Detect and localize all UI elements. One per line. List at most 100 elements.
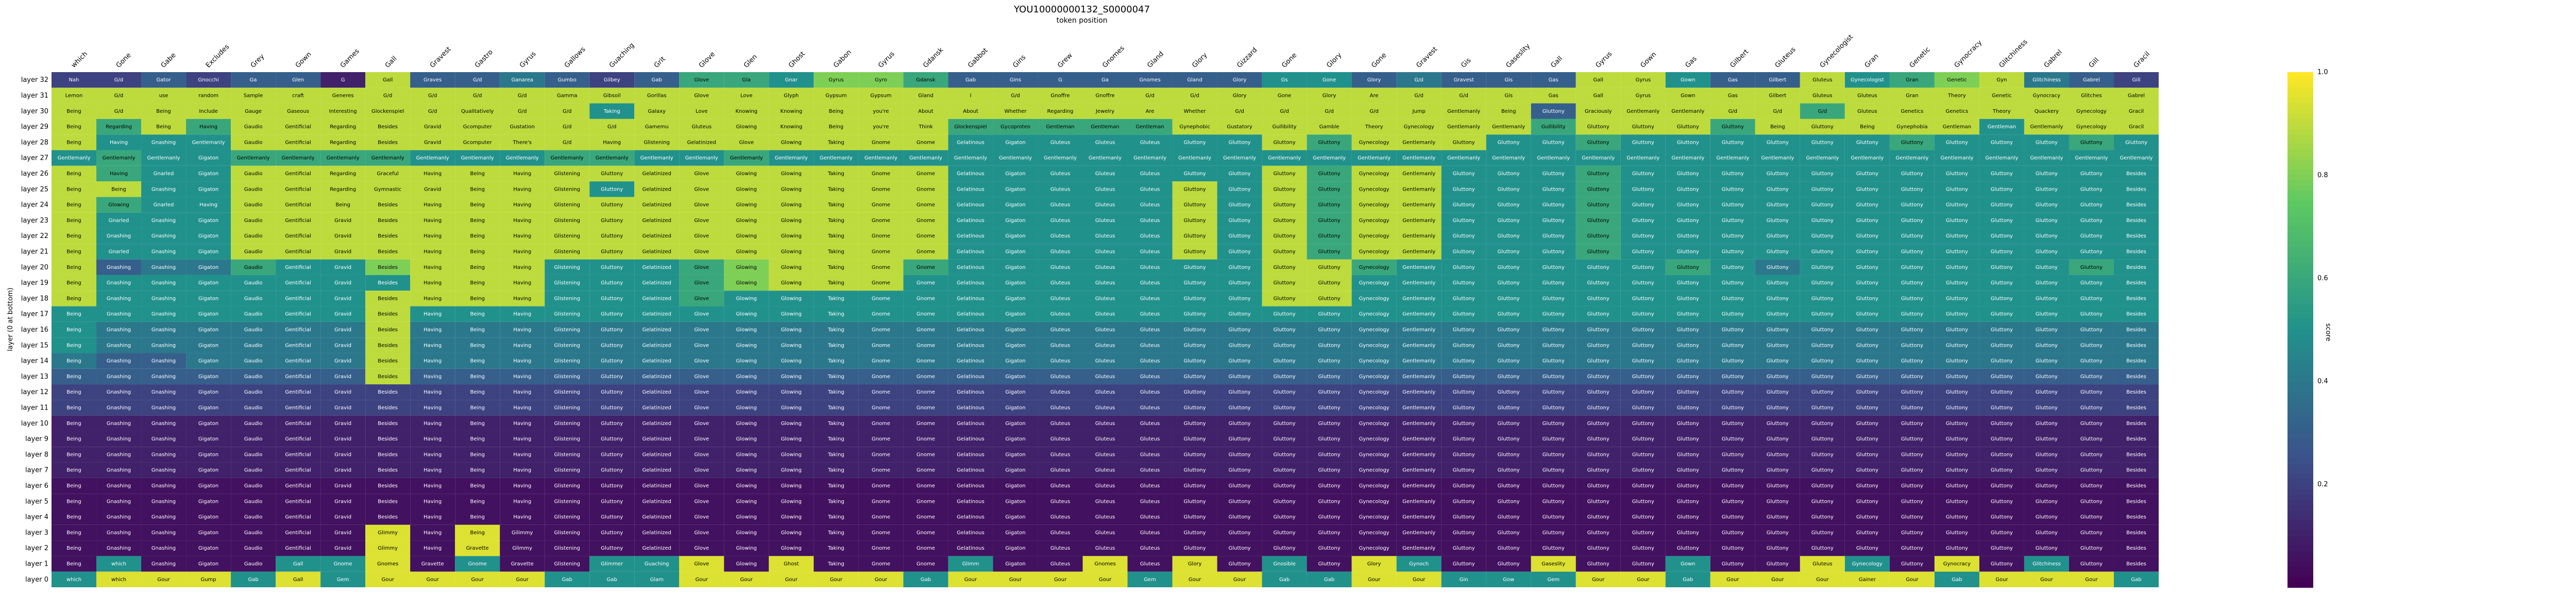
- heatmap-cell: [1665, 150, 1710, 166]
- heatmap-cell-label: Having: [513, 171, 531, 177]
- x-tick-label: Gynecologist: [1819, 33, 1855, 70]
- heatmap-cell-label: Gluttony: [1946, 436, 1968, 442]
- heatmap-cell: [2113, 181, 2159, 197]
- heatmap-cell-label: Having: [423, 452, 442, 457]
- heatmap-cell-label: Gluttony: [1543, 436, 1565, 442]
- heatmap-cell-label: Glistening: [554, 171, 580, 177]
- heatmap-cell-label: Glistening: [554, 389, 580, 395]
- heatmap-cell: [634, 181, 680, 197]
- heatmap-cell-label: Besides: [378, 436, 398, 442]
- heatmap-cell-label: G/d: [383, 93, 392, 98]
- heatmap-cell-label: Gnashing: [107, 233, 131, 239]
- heatmap-cell-label: Gnome: [872, 546, 890, 551]
- heatmap-cell-label: Gluttony: [2080, 389, 2103, 395]
- heatmap-cell-label: G/d: [1414, 77, 1423, 83]
- heatmap-cell-label: Gravid: [334, 389, 351, 395]
- heatmap-cell-label: Besides: [2126, 280, 2146, 286]
- colorbar-segment: [2287, 505, 2313, 511]
- heatmap-cell: [589, 103, 635, 119]
- heatmap-cell-label: Being: [470, 280, 484, 286]
- heatmap-cell-label: Gluttony: [1229, 389, 1251, 395]
- heatmap-cell-label: Glowing: [736, 265, 757, 270]
- heatmap-cell-label: Gluttony: [1453, 515, 1475, 520]
- colorbar-segment: [2287, 155, 2313, 160]
- heatmap-cell: [1441, 88, 1486, 104]
- x-tick-label: Ghost: [787, 50, 807, 70]
- colorbar-segment: [2287, 536, 2313, 541]
- heatmap-cell: [1396, 212, 1442, 229]
- heatmap-cell-label: Gluttony: [1229, 515, 1251, 520]
- heatmap-cell-label: Gluttony: [1632, 186, 1654, 192]
- heatmap-cell-label: Gluttony: [1856, 421, 1878, 427]
- heatmap-cell-label: Gnarled: [109, 218, 129, 224]
- heatmap-cell-label: Gluttony: [1587, 280, 1609, 286]
- heatmap-cell-label: Gravid: [334, 405, 351, 411]
- x-tick-label: Gastro: [473, 48, 495, 70]
- heatmap-cell-label: Quackery: [2035, 109, 2059, 114]
- heatmap-cell-label: Gyro: [875, 77, 887, 83]
- heatmap-cell-label: Gis: [1504, 77, 1513, 83]
- heatmap-cell-label: Gluttony: [1722, 436, 1744, 442]
- heatmap-cell-label: Having: [110, 171, 128, 177]
- heatmap-cell-label: Glitchiness: [2032, 77, 2061, 83]
- heatmap-cell-label: Gluttony: [1767, 327, 1789, 333]
- heatmap-cell-label: Gelatinized: [642, 218, 671, 224]
- heatmap-cell-label: Gluttony: [1632, 327, 1654, 333]
- heatmap-cell-label: Gnashing: [151, 468, 176, 473]
- heatmap-cell-label: Besides: [2126, 436, 2146, 442]
- heatmap-cell-label: Glistening: [554, 421, 580, 427]
- heatmap-cell-label: Gluttony: [1946, 452, 1968, 457]
- heatmap-cell-label: Gluttony: [1587, 218, 1609, 224]
- heatmap-cell-label: Glistening: [554, 202, 580, 208]
- heatmap-cell-label: Taking: [827, 249, 844, 254]
- heatmap-cell: [634, 197, 680, 213]
- heatmap-cell-label: Gluteus: [1095, 483, 1115, 489]
- heatmap-cell-label: Gaudio: [244, 546, 262, 551]
- heatmap-cell: [1127, 103, 1173, 119]
- heatmap-cell: [1665, 181, 1710, 197]
- heatmap-cell-label: Knowing: [781, 124, 803, 130]
- heatmap-cell: [231, 197, 276, 213]
- colorbar-segment: [2287, 376, 2313, 382]
- heatmap-cell: [1262, 134, 1307, 150]
- heatmap-cell: [858, 134, 904, 150]
- heatmap-cell-label: Gump: [200, 577, 216, 583]
- heatmap-cell-label: Gentlemanly: [1447, 156, 1480, 161]
- heatmap-cell-label: Glowing: [736, 452, 757, 457]
- heatmap-cell-label: Gour: [1054, 577, 1067, 583]
- heatmap-cell-label: Glistening: [554, 530, 580, 536]
- heatmap-cell-label: Gluttony: [1677, 124, 1699, 130]
- heatmap-cell: [948, 118, 993, 135]
- heatmap-cell-label: Gnashing: [151, 343, 176, 348]
- heatmap-cell-label: Gigaton: [198, 562, 218, 567]
- heatmap-cell: [1038, 103, 1083, 119]
- heatmap-cell-label: Gluteus: [1140, 171, 1160, 177]
- heatmap-cell-label: Glistening: [554, 218, 580, 224]
- heatmap-cell-label: Having: [513, 374, 531, 380]
- heatmap-cell-label: Gluttony: [1183, 140, 1206, 145]
- heatmap-cell-label: Besides: [378, 374, 398, 380]
- heatmap-cell: [500, 103, 545, 119]
- heatmap-cell-label: Gamemu: [645, 124, 669, 130]
- heatmap-cell-label: Gluttony: [1677, 515, 1699, 520]
- heatmap-cell-label: Gluteus: [1095, 421, 1115, 427]
- heatmap-cell-label: Gnome: [917, 468, 935, 473]
- heatmap-cell-label: Gluteus: [1140, 515, 1160, 520]
- heatmap-cell-label: Gluttony: [2036, 218, 2058, 224]
- heatmap-cell-label: Gigaton: [1005, 186, 1025, 192]
- heatmap-cell: [365, 165, 411, 182]
- heatmap-cell-label: Gaudio: [244, 171, 262, 177]
- heatmap-cell-label: Gigaton: [1005, 421, 1025, 427]
- heatmap-cell-label: Gaudio: [244, 218, 262, 224]
- x-tick-label: Guaching: [608, 42, 636, 70]
- heatmap-cell-label: Gluttony: [601, 280, 623, 286]
- heatmap-cell-label: Gluttony: [1722, 562, 1744, 567]
- heatmap-cell-label: Gluttony: [1901, 483, 1923, 489]
- heatmap-cell: [141, 103, 187, 119]
- heatmap-cell: [679, 134, 724, 150]
- heatmap-cell-label: Gnome: [917, 499, 935, 504]
- heatmap-cell-label: Being: [66, 546, 81, 551]
- y-tick-label: layer 29: [21, 123, 48, 131]
- y-tick-label: layer 32: [21, 76, 48, 84]
- heatmap-cell-label: Glowing: [781, 218, 802, 224]
